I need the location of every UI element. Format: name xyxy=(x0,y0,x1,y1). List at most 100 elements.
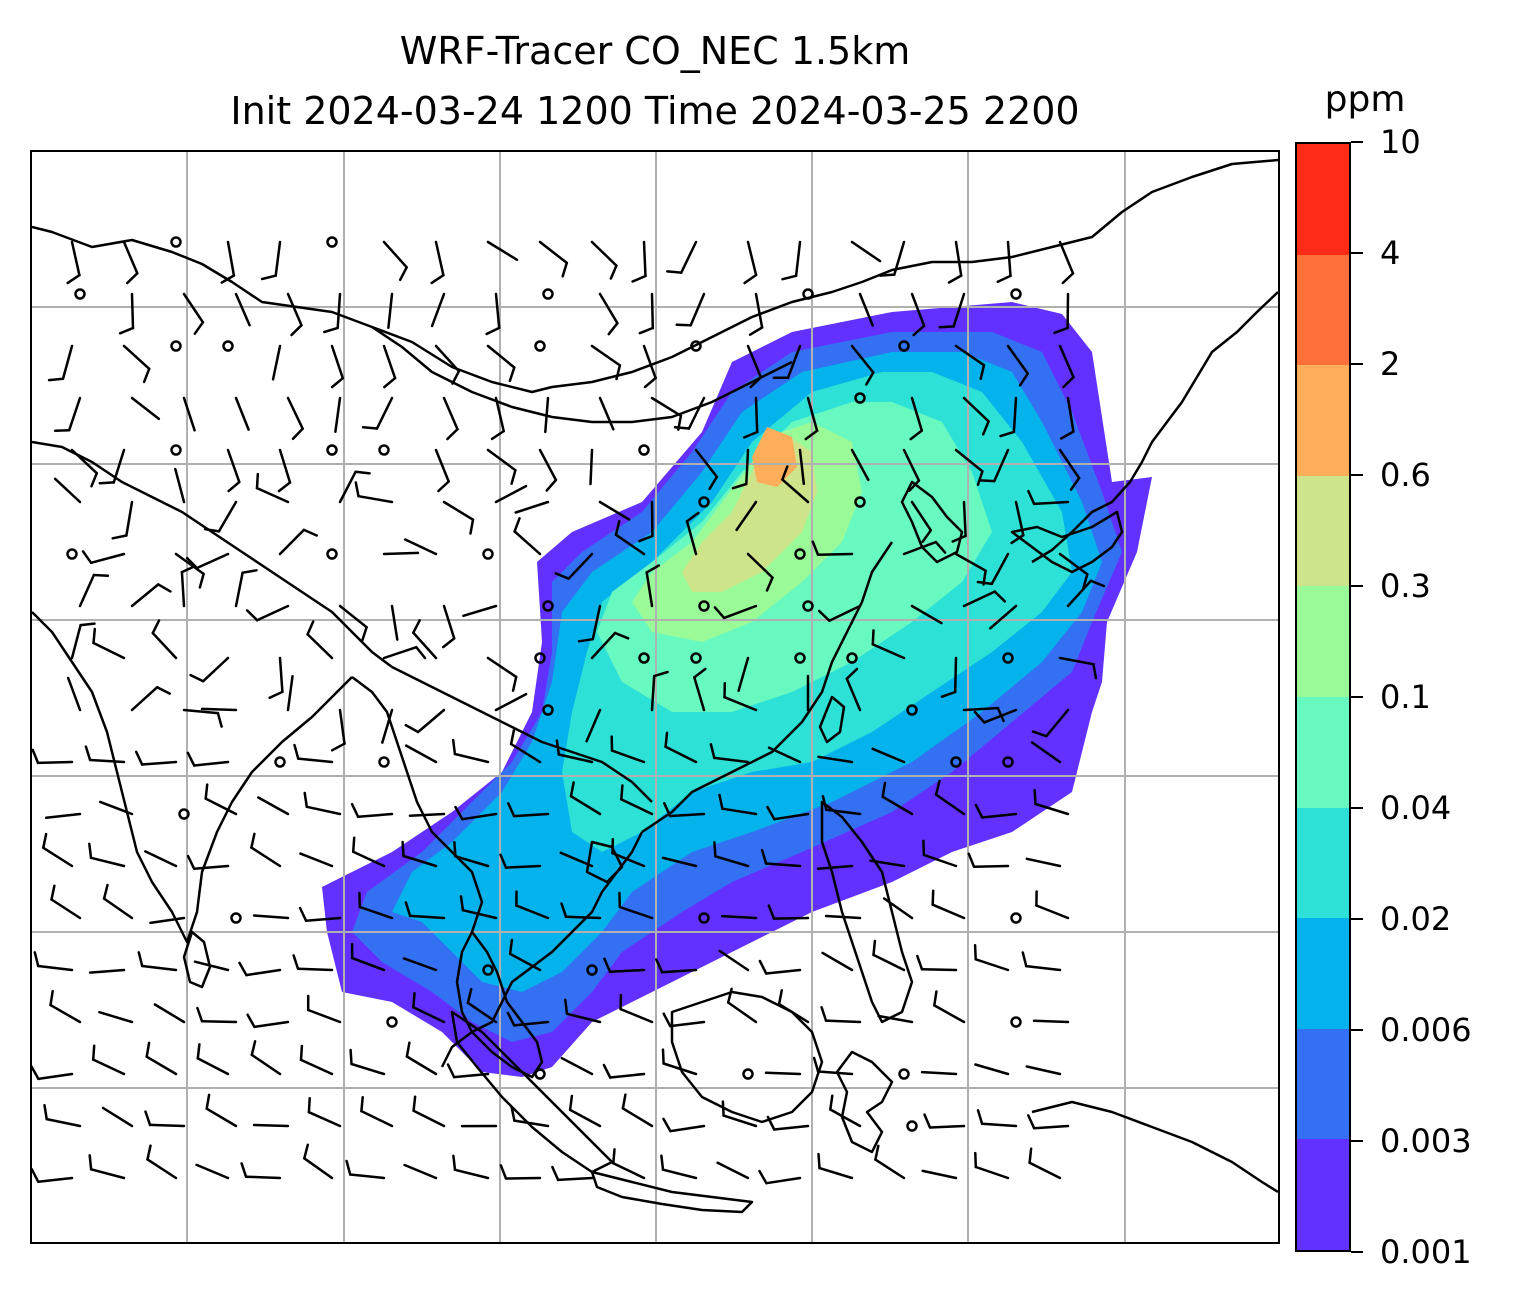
wind-barb xyxy=(401,840,438,868)
wind-barb-calm xyxy=(846,652,858,664)
wind-barb xyxy=(1058,240,1075,285)
wind-barb xyxy=(954,448,984,486)
wind-barb xyxy=(767,746,802,764)
wind-barb xyxy=(1053,292,1070,335)
wind-barb xyxy=(974,1151,1010,1180)
map-canvas xyxy=(32,152,1278,1242)
wind-barb xyxy=(976,552,1010,586)
wind-barb xyxy=(967,852,1010,868)
wind-barb xyxy=(137,951,178,972)
wind-barb xyxy=(91,1044,126,1076)
wind-barb xyxy=(589,448,594,486)
border-china-southwest xyxy=(391,665,653,803)
wind-barb xyxy=(466,987,498,1024)
wind-barb xyxy=(334,396,342,433)
colorbar-segment-0.1 xyxy=(1297,586,1349,698)
wind-barb xyxy=(189,656,230,683)
wind-barb xyxy=(743,396,759,439)
wind-barb xyxy=(88,1154,126,1180)
wind-barb xyxy=(98,448,126,485)
wind-barb xyxy=(234,396,250,431)
wind-barb-calm xyxy=(802,288,814,300)
wind-barb xyxy=(78,573,110,608)
wind-barb xyxy=(42,832,74,868)
wind-barb-calm xyxy=(898,340,910,352)
wind-barb xyxy=(260,240,282,281)
wind-barb xyxy=(1027,489,1070,506)
wind-barb xyxy=(910,500,933,543)
wind-barb xyxy=(709,743,750,764)
colorbar-segment-2 xyxy=(1297,254,1349,366)
wind-barb xyxy=(490,396,505,441)
wind-barb xyxy=(743,240,758,285)
colorbar-tick xyxy=(1351,696,1363,698)
wind-barb xyxy=(602,1063,646,1079)
coastline-central-asia-border xyxy=(32,440,393,668)
wind-barb xyxy=(921,1169,958,1180)
wind-barb xyxy=(70,448,99,488)
wind-barb-calm xyxy=(178,808,190,820)
wind-barb xyxy=(1010,500,1025,545)
wind-barb xyxy=(252,1123,290,1128)
wind-barb xyxy=(871,629,906,660)
wind-barb xyxy=(193,960,230,972)
wind-barb xyxy=(662,1012,706,1028)
wind-barb xyxy=(538,240,569,278)
wind-barb xyxy=(145,1041,178,1076)
colorbar-tick-label: 0.001 xyxy=(1380,1233,1472,1271)
wind-barb xyxy=(506,1011,550,1027)
wind-barb xyxy=(777,989,810,1024)
wind-barb xyxy=(590,631,630,660)
wind-barb xyxy=(598,500,631,521)
wind-barb xyxy=(182,396,196,432)
wind-barb xyxy=(598,396,615,431)
wind-barb xyxy=(323,292,342,334)
wind-barb xyxy=(88,842,126,868)
coastline-philippines xyxy=(820,800,914,1024)
wind-barb xyxy=(877,1014,914,1024)
wind-barb xyxy=(53,396,82,433)
wind-barb xyxy=(555,739,594,764)
wind-barb xyxy=(278,528,318,556)
wind-barb xyxy=(286,396,304,441)
wind-barb xyxy=(92,627,126,660)
wind-barb xyxy=(590,240,618,280)
wind-barb xyxy=(673,396,706,430)
coastline-new-guinea xyxy=(1031,1100,1278,1194)
wind-barb-calm xyxy=(222,340,234,352)
colorbar-tick-label: 0.3 xyxy=(1380,567,1431,605)
wind-barb-calm xyxy=(170,236,182,248)
wind-barb xyxy=(338,470,371,504)
wind-barb xyxy=(737,656,750,692)
wind-barb xyxy=(66,240,81,285)
wind-barb xyxy=(564,998,602,1024)
colorbar-tick xyxy=(1351,252,1363,254)
colorbar-tick xyxy=(1351,474,1363,476)
wind-barbs-layer xyxy=(32,236,1106,1185)
coastline-russia-pacific xyxy=(1031,291,1278,564)
wind-barb-calm xyxy=(586,964,598,976)
colorbar-tick-label: 2 xyxy=(1380,345,1401,383)
wind-barb xyxy=(306,620,334,660)
wind-barb xyxy=(1058,656,1098,680)
wind-barb xyxy=(824,914,862,920)
wind-barb-calm xyxy=(230,912,242,924)
wind-barb xyxy=(32,1168,74,1183)
wind-barb xyxy=(149,916,186,925)
coastline-sulawesi xyxy=(835,1050,894,1154)
wind-barb-calm xyxy=(482,964,494,976)
wind-barb xyxy=(1027,1114,1070,1130)
wind-barb xyxy=(196,1006,238,1024)
wind-barb xyxy=(1033,788,1070,816)
wind-barb xyxy=(976,1109,1018,1128)
wind-barb xyxy=(538,448,558,492)
wind-barb xyxy=(621,1093,654,1128)
wind-barb xyxy=(330,708,346,752)
wind-barb-calm xyxy=(690,340,702,352)
wind-barb xyxy=(514,500,550,514)
wind-barb xyxy=(360,1095,394,1128)
wind-barb xyxy=(257,796,290,816)
wind-barb xyxy=(53,477,82,504)
wind-barb xyxy=(303,791,342,816)
wind-barb xyxy=(98,800,134,816)
